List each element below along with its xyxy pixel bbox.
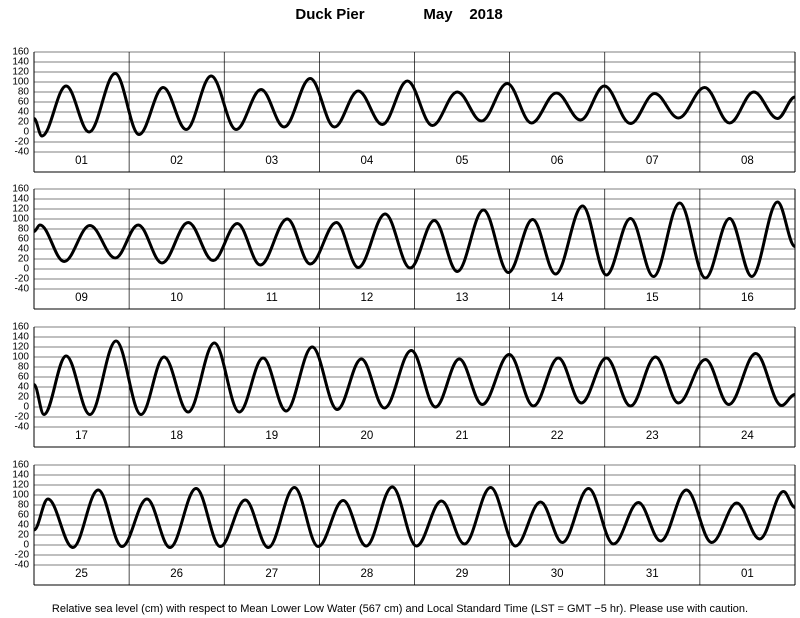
day-label: 17 <box>75 430 88 442</box>
y-tick-label: 100 <box>12 352 29 363</box>
y-tick-label: 160 <box>12 47 29 58</box>
day-label: 09 <box>75 292 88 304</box>
y-tick-label: 100 <box>12 214 29 225</box>
day-label: 21 <box>456 430 469 442</box>
y-tick-label: 100 <box>12 490 29 501</box>
day-label: 06 <box>551 155 564 167</box>
y-tick-label: 0 <box>23 402 29 413</box>
y-tick-label: 20 <box>18 392 30 403</box>
y-tick-label: 100 <box>12 77 29 88</box>
y-tick-label: 20 <box>18 254 30 265</box>
day-label: 27 <box>265 568 278 580</box>
day-label: 30 <box>551 568 564 580</box>
y-tick-label: 160 <box>12 460 29 471</box>
y-tick-label: 0 <box>23 540 29 551</box>
year-title: 2018 <box>469 6 502 23</box>
day-label: 01 <box>75 155 88 167</box>
y-tick-label: 60 <box>18 372 30 383</box>
day-label: 14 <box>551 292 564 304</box>
y-tick-label: -40 <box>15 284 30 295</box>
day-label: 10 <box>170 292 183 304</box>
y-tick-label: -40 <box>15 560 30 571</box>
day-label: 04 <box>361 155 374 167</box>
y-tick-label: 40 <box>18 107 30 118</box>
day-label: 24 <box>741 430 754 442</box>
day-label: 29 <box>456 568 469 580</box>
day-label: 08 <box>741 155 754 167</box>
day-label: 16 <box>741 292 754 304</box>
y-tick-label: 120 <box>12 204 29 215</box>
y-tick-label: 80 <box>18 224 30 235</box>
day-label: 18 <box>170 430 183 442</box>
y-tick-label: 20 <box>18 530 30 541</box>
day-label: 26 <box>170 568 183 580</box>
station-title: Duck Pier <box>295 6 364 23</box>
day-label: 07 <box>646 155 659 167</box>
tide-line <box>32 339 796 416</box>
y-tick-label: 60 <box>18 510 30 521</box>
y-tick-label: -40 <box>15 422 30 433</box>
y-tick-label: 20 <box>18 117 30 128</box>
y-tick-label: 120 <box>12 342 29 353</box>
y-tick-label: 80 <box>18 87 30 98</box>
y-tick-label: -40 <box>15 147 30 158</box>
y-tick-label: 120 <box>12 67 29 78</box>
y-tick-label: 140 <box>12 57 29 68</box>
tide-line <box>33 485 796 549</box>
day-label: 20 <box>361 430 374 442</box>
y-tick-label: -20 <box>15 412 30 423</box>
day-label: 02 <box>170 155 183 167</box>
day-label: 25 <box>75 568 88 580</box>
day-label: 11 <box>266 292 278 304</box>
y-tick-label: 160 <box>12 322 29 333</box>
y-tick-label: 40 <box>18 244 30 255</box>
y-tick-label: 0 <box>23 127 29 138</box>
day-label: 13 <box>456 292 469 304</box>
day-label: 23 <box>646 430 659 442</box>
day-label: 19 <box>265 430 278 442</box>
y-tick-label: -20 <box>15 274 30 285</box>
day-label: 05 <box>456 155 469 167</box>
y-tick-label: -20 <box>15 550 30 561</box>
y-tick-label: 140 <box>12 470 29 481</box>
day-label: 03 <box>265 155 278 167</box>
y-tick-label: 40 <box>18 520 30 531</box>
y-tick-label: 80 <box>18 500 30 511</box>
y-tick-label: 0 <box>23 264 29 275</box>
footer-note: Relative sea level (cm) with respect to … <box>52 603 748 615</box>
day-label: 28 <box>361 568 374 580</box>
y-tick-label: 40 <box>18 382 30 393</box>
y-tick-label: 160 <box>12 184 29 195</box>
month-title: May <box>423 6 453 23</box>
day-label: 15 <box>646 292 659 304</box>
day-label: 12 <box>361 292 374 304</box>
day-label: 22 <box>551 430 564 442</box>
day-label: 31 <box>646 568 659 580</box>
y-tick-label: 140 <box>12 194 29 205</box>
y-tick-label: 60 <box>18 97 30 108</box>
day-label: 01 <box>741 568 754 580</box>
tide-line <box>33 200 797 280</box>
y-tick-label: 80 <box>18 362 30 373</box>
y-tick-label: 140 <box>12 332 29 343</box>
y-tick-label: -20 <box>15 137 30 148</box>
tide-line <box>33 72 796 138</box>
y-tick-label: 60 <box>18 234 30 245</box>
y-tick-label: 120 <box>12 480 29 491</box>
